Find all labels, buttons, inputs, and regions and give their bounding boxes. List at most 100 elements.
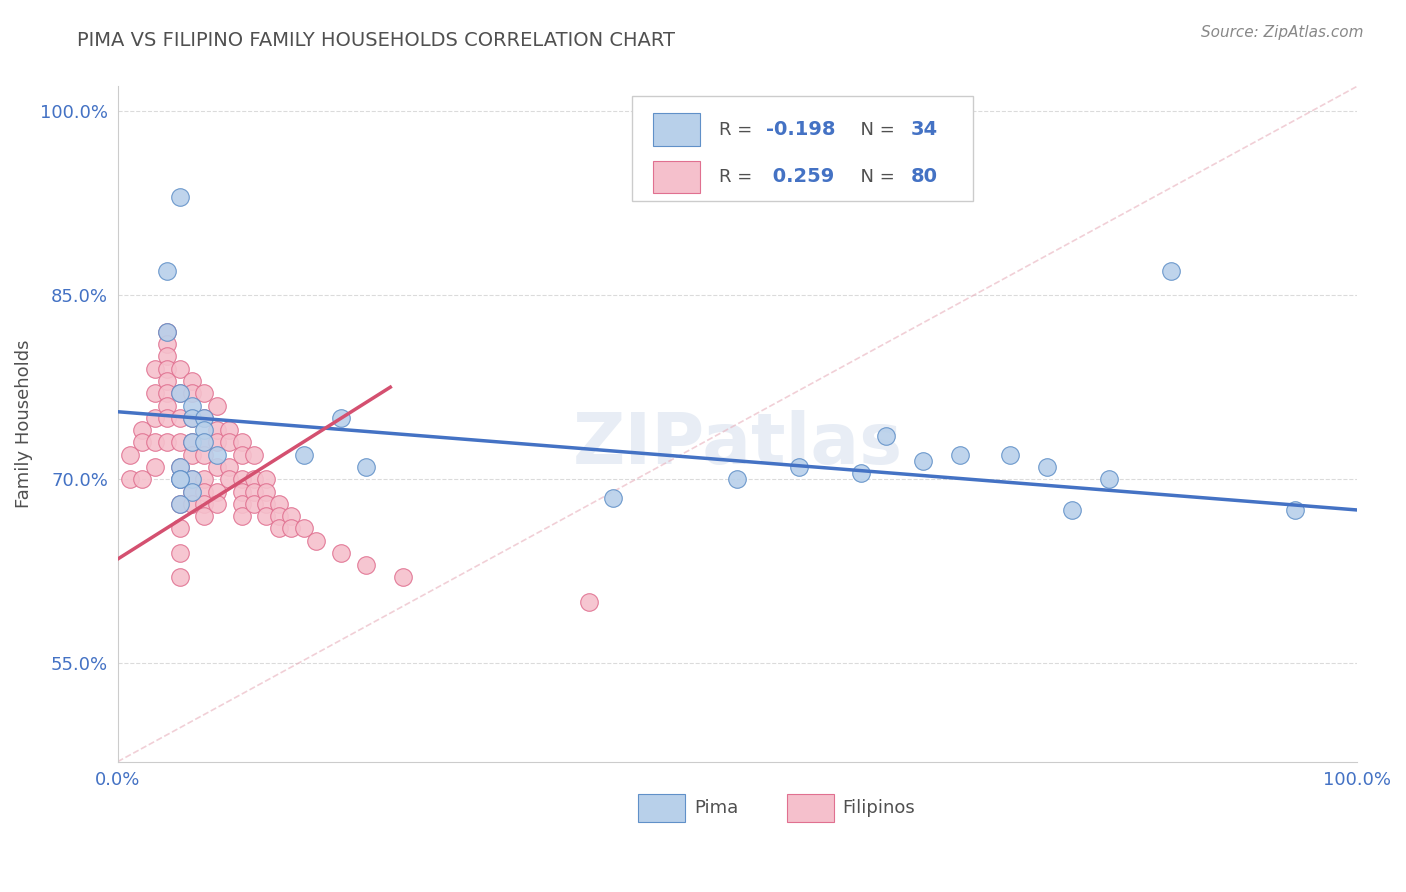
Point (169, 460, 191, 475)
Point (131, 423, 153, 437)
Point (292, 448, 315, 462)
Point (120, 472, 142, 486)
Point (169, 386, 191, 401)
Point (243, 484, 266, 499)
Point (193, 410, 215, 425)
Point (143, 386, 166, 401)
Point (193, 435, 215, 450)
Point (181, 484, 204, 499)
Point (231, 497, 253, 511)
Text: 34: 34 (911, 120, 938, 139)
Point (169, 521, 191, 535)
Point (120, 448, 142, 462)
Point (169, 410, 191, 425)
Point (391, 570, 413, 584)
Point (205, 460, 228, 475)
Point (205, 484, 228, 499)
Point (193, 386, 215, 401)
Point (218, 423, 240, 437)
Point (193, 423, 215, 437)
Text: ZIPatlas: ZIPatlas (572, 409, 903, 479)
Point (787, 460, 810, 475)
Point (181, 374, 204, 388)
Point (193, 435, 215, 450)
Point (267, 497, 290, 511)
Point (292, 521, 315, 535)
Point (231, 472, 253, 486)
Point (267, 521, 290, 535)
Point (156, 350, 179, 364)
Point (243, 497, 266, 511)
FancyBboxPatch shape (652, 161, 700, 193)
Point (329, 410, 352, 425)
Point (193, 448, 215, 462)
Point (193, 509, 215, 524)
Point (329, 546, 352, 560)
Point (193, 472, 215, 486)
FancyBboxPatch shape (638, 794, 685, 822)
Point (875, 429, 897, 443)
Point (181, 435, 204, 450)
Point (181, 435, 204, 450)
Point (354, 460, 377, 475)
Point (231, 484, 253, 499)
Point (156, 325, 179, 339)
FancyBboxPatch shape (631, 96, 973, 202)
Point (205, 399, 228, 413)
Point (231, 435, 253, 450)
Point (689, 791, 711, 805)
Point (181, 386, 204, 401)
Point (181, 448, 204, 462)
Point (181, 472, 204, 486)
Point (193, 410, 215, 425)
Point (912, 454, 935, 468)
Y-axis label: Family Households: Family Households (15, 340, 32, 508)
Point (169, 435, 191, 450)
Point (181, 472, 204, 486)
Point (254, 472, 277, 486)
Point (169, 546, 191, 560)
Point (243, 472, 266, 486)
Text: R =: R = (718, 120, 758, 138)
Text: PIMA VS FILIPINO FAMILY HOUSEHOLDS CORRELATION CHART: PIMA VS FILIPINO FAMILY HOUSEHOLDS CORRE… (77, 31, 675, 50)
Point (181, 399, 204, 413)
Point (205, 423, 228, 437)
Point (193, 497, 215, 511)
Text: R =: R = (718, 168, 758, 186)
Point (131, 472, 153, 486)
Point (156, 410, 179, 425)
Point (169, 386, 191, 401)
Text: N =: N = (849, 168, 900, 186)
Point (169, 361, 191, 376)
Point (1036, 460, 1059, 475)
Point (205, 435, 228, 450)
Point (143, 410, 166, 425)
Point (169, 497, 191, 511)
Point (602, 491, 624, 505)
Point (193, 484, 215, 499)
Point (181, 410, 204, 425)
Point (143, 435, 166, 450)
Text: Filipinos: Filipinos (842, 799, 915, 817)
Point (169, 190, 191, 204)
Point (169, 472, 191, 486)
Point (725, 472, 748, 486)
Text: -0.198: -0.198 (766, 120, 835, 139)
FancyBboxPatch shape (652, 113, 700, 145)
Point (156, 399, 179, 413)
Point (169, 472, 191, 486)
Point (181, 410, 204, 425)
Point (181, 484, 204, 499)
Point (205, 497, 228, 511)
Point (1284, 503, 1306, 517)
Point (143, 361, 166, 376)
Point (354, 558, 377, 573)
Point (156, 374, 179, 388)
Point (156, 361, 179, 376)
Point (156, 337, 179, 351)
Text: N =: N = (849, 120, 900, 138)
Point (305, 533, 328, 548)
Point (205, 448, 228, 462)
Point (231, 509, 253, 524)
Point (949, 448, 972, 462)
